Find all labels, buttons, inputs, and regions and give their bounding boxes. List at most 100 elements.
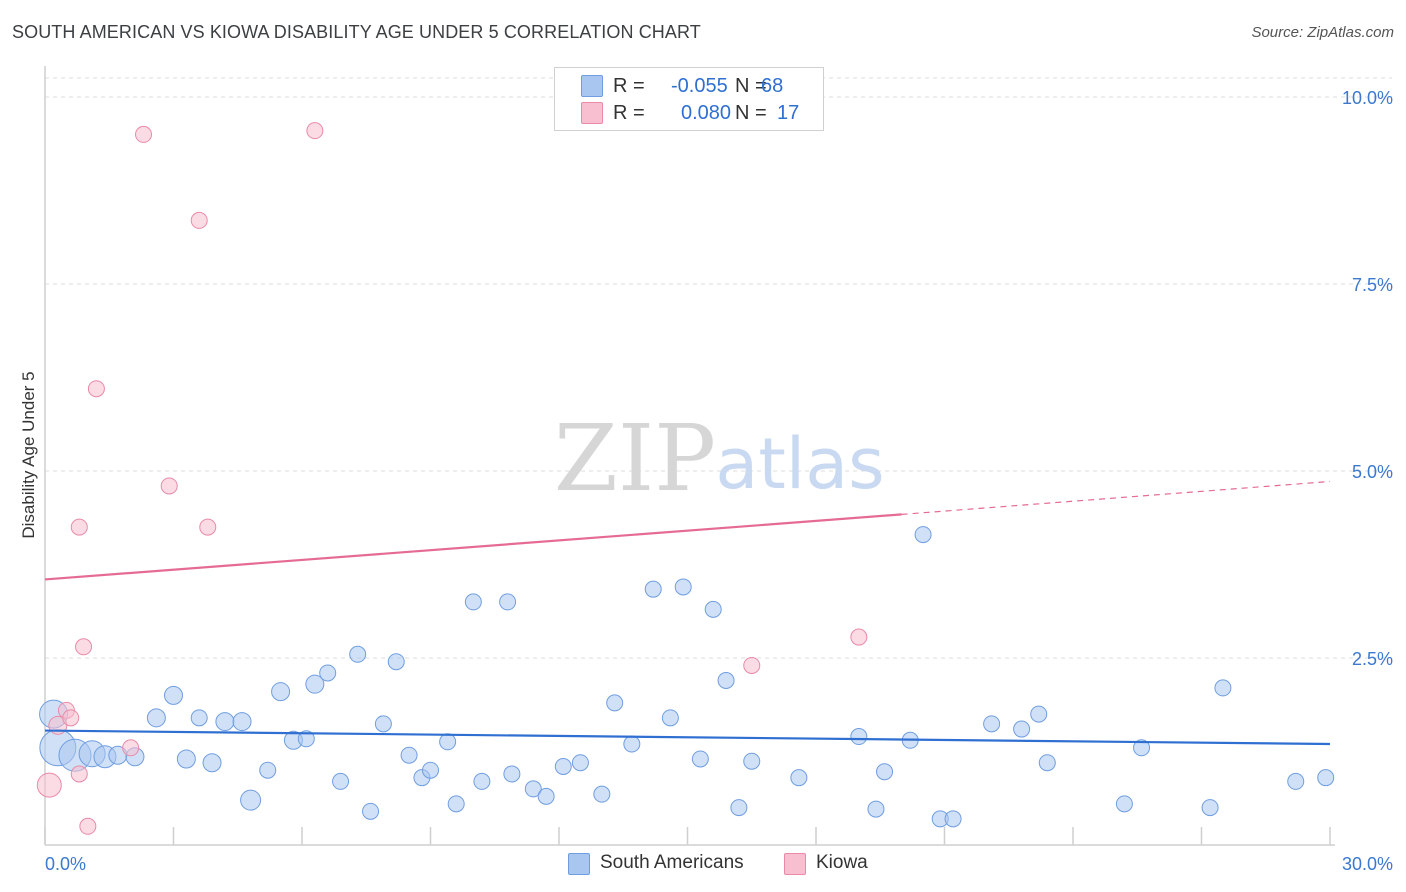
south-americans-point bbox=[1201, 799, 1219, 817]
legend-row-kiowa: R = 0.080 N = 17 bbox=[581, 101, 821, 125]
south-americans-point bbox=[674, 578, 692, 596]
watermark-zip: ZIP bbox=[554, 405, 716, 512]
south-americans-point bbox=[743, 752, 761, 770]
kiowa-point bbox=[122, 739, 140, 757]
south-americans-point bbox=[447, 795, 465, 813]
south-americans-point bbox=[1030, 705, 1048, 723]
south-americans-point bbox=[349, 645, 367, 663]
south-americans-point bbox=[914, 526, 932, 544]
south-americans-point bbox=[271, 682, 291, 702]
south-americans-point bbox=[362, 802, 380, 820]
kiowa-point bbox=[160, 477, 178, 495]
south-americans-point bbox=[297, 730, 315, 748]
south-americans-point bbox=[704, 600, 722, 618]
r-value: -0.055 bbox=[671, 74, 728, 97]
south-americans-point bbox=[332, 772, 350, 790]
y-tick-label: 7.5% bbox=[1352, 275, 1393, 295]
kiowa-point bbox=[199, 518, 217, 536]
grid-lines bbox=[45, 77, 1392, 659]
south-americans-point bbox=[554, 757, 572, 775]
kiowa-point bbox=[62, 709, 80, 727]
legend-label-south-americans: South Americans bbox=[600, 852, 744, 873]
kiowa-point bbox=[743, 656, 761, 674]
south-americans-point bbox=[503, 765, 521, 783]
south-americans-point bbox=[1214, 679, 1232, 697]
source-label: Source: ZipAtlas.com bbox=[1251, 24, 1394, 41]
kiowa-point bbox=[190, 211, 208, 229]
south-americans-point bbox=[473, 772, 491, 790]
kiowa-point bbox=[135, 125, 153, 143]
kiowa-point bbox=[36, 772, 62, 798]
kiowa-point bbox=[79, 817, 97, 835]
legend-swatch-kiowa bbox=[581, 102, 603, 124]
south-americans-point bbox=[524, 780, 542, 798]
legend-swatch-south-americans bbox=[581, 75, 603, 97]
kiowa-points bbox=[36, 122, 868, 835]
south-americans-point bbox=[644, 580, 662, 598]
tick-labels: 2.5% 5.0% 7.5% 10.0% 0.0% 30.0% bbox=[45, 88, 1393, 874]
south-americans-point bbox=[623, 735, 641, 753]
chart-title: SOUTH AMERICAN VS KIOWA DISABILITY AGE U… bbox=[12, 22, 701, 42]
r-label: R = bbox=[613, 101, 645, 124]
trend-lines bbox=[44, 480, 1331, 746]
south-americans-point bbox=[439, 733, 457, 751]
south-americans-point bbox=[499, 593, 517, 611]
n-label: N = bbox=[735, 74, 767, 97]
south-americans-point bbox=[850, 728, 868, 746]
south-americans-point bbox=[374, 715, 392, 733]
kiowa-point bbox=[306, 122, 324, 140]
kiowa-point bbox=[87, 380, 105, 398]
south-americans-point bbox=[1133, 739, 1151, 757]
south-americans-point bbox=[593, 785, 611, 803]
kiowa-point bbox=[70, 518, 88, 536]
south-americans-point bbox=[1013, 720, 1031, 738]
south-americans-point bbox=[1317, 769, 1335, 787]
south-americans-point bbox=[146, 708, 166, 728]
south-americans-point bbox=[319, 664, 337, 682]
south-americans-point bbox=[202, 753, 222, 773]
y-axis-label: Disability Age Under 5 bbox=[19, 371, 38, 538]
kiowa-trend-line bbox=[44, 513, 902, 581]
kiowa-point bbox=[75, 638, 93, 656]
south-americans-point bbox=[176, 749, 196, 769]
south-americans-point bbox=[240, 789, 262, 811]
south-americans-point bbox=[983, 715, 1001, 733]
y-tick-label: 5.0% bbox=[1352, 462, 1393, 482]
south-americans-points bbox=[39, 526, 1335, 828]
south-americans-point bbox=[790, 769, 808, 787]
south-americans-point bbox=[691, 750, 709, 768]
n-label: N = bbox=[735, 101, 767, 124]
y-tick-label: 2.5% bbox=[1352, 649, 1393, 669]
south-americans-point bbox=[944, 810, 962, 828]
south-americans-point bbox=[1038, 754, 1056, 772]
south-americans-point bbox=[730, 799, 748, 817]
watermark-atlas: atlas bbox=[715, 423, 884, 505]
r-label: R = bbox=[613, 74, 645, 97]
south-americans-point bbox=[305, 674, 325, 694]
south-americans-point bbox=[571, 754, 589, 772]
south-americans-point bbox=[1115, 795, 1133, 813]
legend-row-south-americans: R = -0.055 N = 68 bbox=[581, 74, 821, 98]
south-americans-point bbox=[387, 653, 405, 671]
south-americans-trend-line bbox=[44, 729, 1331, 746]
stats-legend: R = -0.055 N = 68 R = 0.080 N = 17 bbox=[554, 67, 824, 131]
south-americans-point bbox=[876, 763, 894, 781]
kiowa-point bbox=[850, 628, 868, 646]
south-americans-point bbox=[606, 694, 624, 712]
south-americans-point bbox=[164, 685, 183, 705]
n-value: 68 bbox=[761, 74, 784, 97]
kiowa-point bbox=[70, 765, 88, 783]
south-americans-point bbox=[232, 712, 252, 732]
south-americans-point bbox=[464, 593, 482, 611]
south-americans-point bbox=[537, 787, 555, 805]
south-americans-point bbox=[259, 761, 277, 779]
south-americans-point bbox=[867, 800, 885, 818]
legend-swatch-kiowa bbox=[784, 853, 806, 875]
r-value: 0.080 bbox=[681, 101, 732, 124]
legend-label-kiowa: Kiowa bbox=[816, 852, 868, 873]
south-americans-point bbox=[661, 709, 679, 727]
south-americans-point bbox=[190, 709, 208, 727]
legend-swatch-south-americans bbox=[568, 853, 590, 875]
y-tick-label: 10.0% bbox=[1342, 88, 1393, 108]
